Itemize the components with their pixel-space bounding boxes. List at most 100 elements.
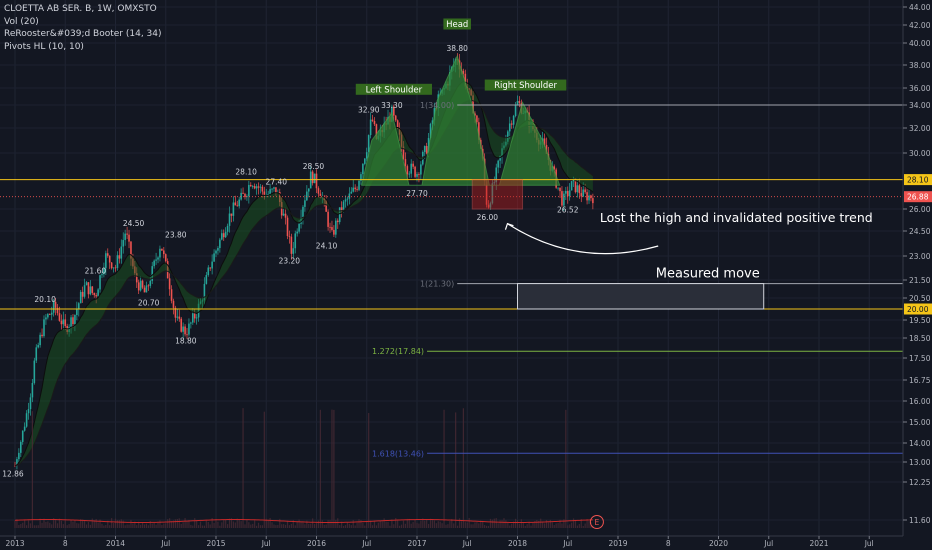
candle-body [423,146,426,152]
volume-bar [45,521,47,528]
volume-bar [33,525,35,528]
candle-body [570,181,573,191]
candle-body [580,193,583,197]
candle [153,259,155,269]
candle-body [93,292,96,296]
volume-bar [364,525,366,528]
candle-body [553,166,556,170]
volume-bar [433,520,435,528]
level-label: 1.618(13.46) [372,449,424,458]
candle [211,254,213,275]
candle [68,324,70,337]
candle [292,241,295,259]
candle-body [505,141,507,146]
legend-pivots[interactable]: Pivots HL (10, 10) [4,41,84,52]
candle-body [292,248,295,254]
candle-body [81,291,84,297]
volume-bar [418,523,420,528]
pivot-label: 27.40 [266,177,288,186]
volume-bar [130,519,132,528]
candle-body [230,213,233,216]
volume-bar [277,524,279,528]
candle-body [147,285,150,287]
candle-body [495,167,498,183]
candle [89,280,92,296]
candle-body [184,326,186,335]
candle [338,207,341,225]
level-label: 1(21.30) [420,280,454,289]
legend-volume[interactable]: Vol (20) [4,16,39,27]
volume-bar [114,518,117,528]
volume-bar [571,522,573,528]
volume-bar [447,524,449,528]
candle [37,342,39,349]
volume-bar [134,521,136,528]
candle-body [464,73,467,87]
candle [373,117,376,126]
candle-body [286,217,289,237]
candle-body [402,146,405,160]
volume-bar [416,522,418,528]
candle [163,247,165,259]
legend-symbol[interactable]: CLOETTA AB SER. B, 1W, OMXSTO [4,4,157,14]
candle [286,215,289,240]
x-tick-label: Jul [361,539,371,548]
candle-body [333,229,335,235]
volume-bar [215,518,217,528]
candle-body [85,282,88,286]
volume-bar [319,409,321,528]
volume-bar [252,523,254,528]
level-tag-28-bg [904,174,932,186]
candle [280,196,283,219]
candle [43,315,45,338]
volume-bar [462,408,464,528]
candle-body [364,158,366,164]
candle-body [134,266,136,274]
candle-body [335,220,337,235]
candle [23,422,26,432]
candle-body [321,197,324,199]
volume-bar [226,524,229,528]
candle-body [205,274,208,284]
volume-bar [35,525,37,528]
volume-bar [325,524,327,528]
volume-bar [306,520,308,528]
candle [487,200,490,209]
candle [346,196,349,206]
volume-bar [362,522,364,528]
volume-bar [514,518,517,528]
volume-bar [225,519,227,528]
candle [580,186,583,203]
candle-body [394,115,397,121]
volume-bar [41,522,43,528]
candle [425,142,428,155]
candle-body [306,191,308,201]
candle [275,187,277,196]
candle [137,279,140,295]
candle [300,209,302,229]
candle [236,200,239,207]
invalidation-box [471,179,524,210]
candle-body [362,163,364,175]
volume-bar [242,408,244,528]
candle [566,186,569,204]
volume-bar [505,520,507,528]
candle-body [582,189,585,197]
legend-indicator[interactable]: ReRooster&#039;d Booter (14, 34) [4,29,162,39]
candle-body [213,253,215,262]
volume-bar [141,522,144,528]
candle-body [325,200,327,212]
candle [54,297,57,316]
volume-bar [60,520,62,528]
candle [180,316,183,333]
candle [124,229,126,246]
candle [79,289,82,304]
pivot-label: 28.50 [303,162,325,171]
x-axis-bg [0,536,932,550]
candle-body [568,190,571,197]
volume-bar [205,519,207,528]
candle [14,461,16,467]
candle-body [163,250,165,255]
candle-body [590,195,592,199]
